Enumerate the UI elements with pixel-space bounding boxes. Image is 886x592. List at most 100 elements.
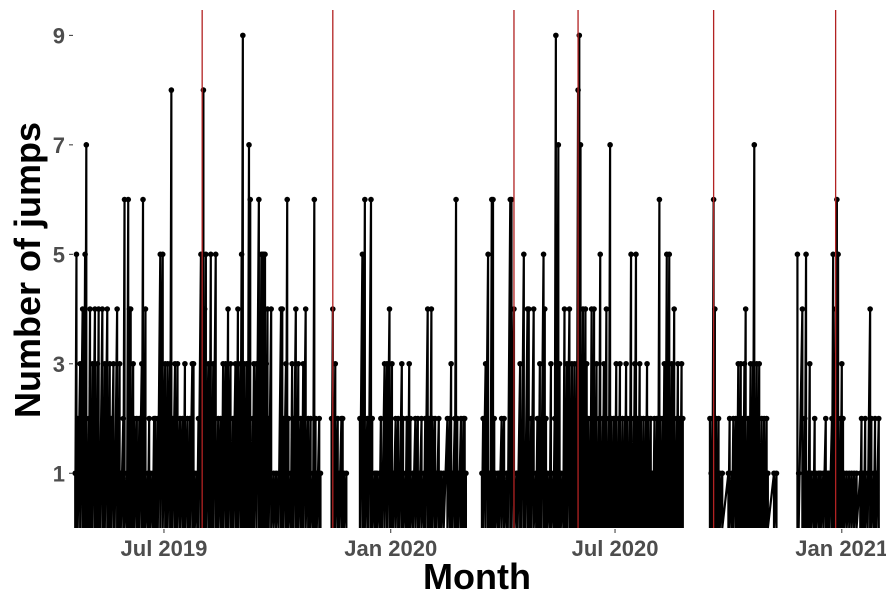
data-point	[140, 196, 146, 203]
data-point	[751, 142, 758, 148]
data-point	[311, 196, 318, 203]
data-point	[285, 415, 292, 422]
data-point	[487, 470, 494, 477]
data-point	[173, 470, 180, 477]
data-point	[203, 251, 209, 258]
data-point	[399, 360, 405, 367]
data-point	[840, 415, 846, 422]
data-point	[831, 470, 838, 477]
x-axis-title: Month	[423, 556, 531, 592]
x-tick-label: Jan 2021	[795, 536, 886, 561]
data-point	[416, 470, 422, 477]
data-point	[205, 360, 212, 367]
data-point	[288, 470, 294, 477]
data-point	[577, 142, 584, 148]
data-point	[187, 415, 193, 422]
y-tick-label: 9	[53, 23, 65, 48]
data-point	[765, 470, 771, 477]
data-point	[77, 360, 83, 367]
data-point	[629, 470, 636, 477]
data-point	[368, 196, 374, 203]
data-point	[283, 360, 289, 367]
data-point	[543, 415, 549, 422]
data-point	[875, 415, 882, 422]
data-point	[163, 470, 170, 477]
data-point	[601, 360, 607, 367]
data-point	[217, 415, 224, 422]
data-point	[517, 360, 523, 367]
data-point	[79, 306, 86, 312]
data-point	[636, 360, 643, 367]
data-point	[862, 415, 869, 422]
data-point	[440, 470, 447, 477]
data-point	[331, 470, 337, 477]
data-point	[185, 470, 192, 477]
data-point	[190, 360, 197, 367]
data-point	[505, 470, 511, 477]
data-point	[479, 470, 485, 477]
data-point	[587, 415, 594, 422]
data-point	[232, 360, 239, 367]
data-point	[212, 251, 219, 258]
data-point	[240, 32, 246, 39]
data-point	[130, 360, 136, 367]
data-point	[155, 415, 161, 422]
data-point	[795, 470, 802, 477]
data-point	[641, 470, 648, 477]
data-point	[389, 360, 395, 367]
x-tick-label: Jul 2020	[572, 536, 659, 561]
data-point	[631, 360, 638, 367]
data-point	[339, 415, 346, 422]
data-point	[257, 415, 263, 422]
data-point	[633, 251, 639, 258]
data-point	[317, 470, 324, 477]
data-point	[578, 415, 585, 422]
data-point	[834, 196, 840, 203]
data-point	[118, 470, 124, 477]
data-point	[97, 470, 103, 477]
data-point	[174, 360, 181, 367]
data-point	[525, 306, 532, 312]
data-point	[421, 470, 427, 477]
data-point	[153, 470, 160, 477]
data-point	[395, 415, 401, 422]
data-point	[799, 306, 806, 312]
y-tick-label: 5	[53, 242, 65, 267]
data-point	[387, 415, 394, 422]
data-point	[407, 415, 414, 422]
series-layer	[72, 32, 882, 529]
data-point	[739, 415, 745, 422]
data-point	[405, 470, 411, 477]
y-tick-label: 3	[53, 352, 65, 377]
data-point	[530, 306, 537, 312]
data-point	[390, 470, 397, 477]
data-point	[449, 470, 456, 477]
data-point	[198, 251, 204, 258]
data-point	[826, 470, 833, 477]
data-point	[463, 470, 469, 477]
data-point	[678, 360, 685, 367]
data-point	[209, 470, 215, 477]
data-point	[73, 251, 80, 258]
data-point	[297, 415, 304, 422]
data-point	[604, 470, 611, 477]
data-point	[284, 196, 291, 203]
data-point	[873, 470, 880, 477]
data-point	[485, 251, 491, 258]
axes: 1 3 5 7 9 Jul 2019 Jan 2020 Jul 2020 Jan 2021	[53, 23, 886, 561]
data-point	[300, 360, 307, 367]
data-point	[609, 470, 616, 477]
data-point	[74, 415, 81, 422]
data-point	[715, 415, 722, 422]
data-point	[208, 251, 214, 258]
data-point	[279, 306, 286, 312]
data-point	[553, 32, 559, 39]
data-point	[496, 470, 502, 477]
data-point	[660, 415, 666, 422]
data-point	[262, 251, 268, 258]
data-point	[522, 470, 528, 477]
data-point	[410, 470, 416, 477]
data-point	[169, 415, 176, 422]
data-point	[528, 415, 535, 422]
